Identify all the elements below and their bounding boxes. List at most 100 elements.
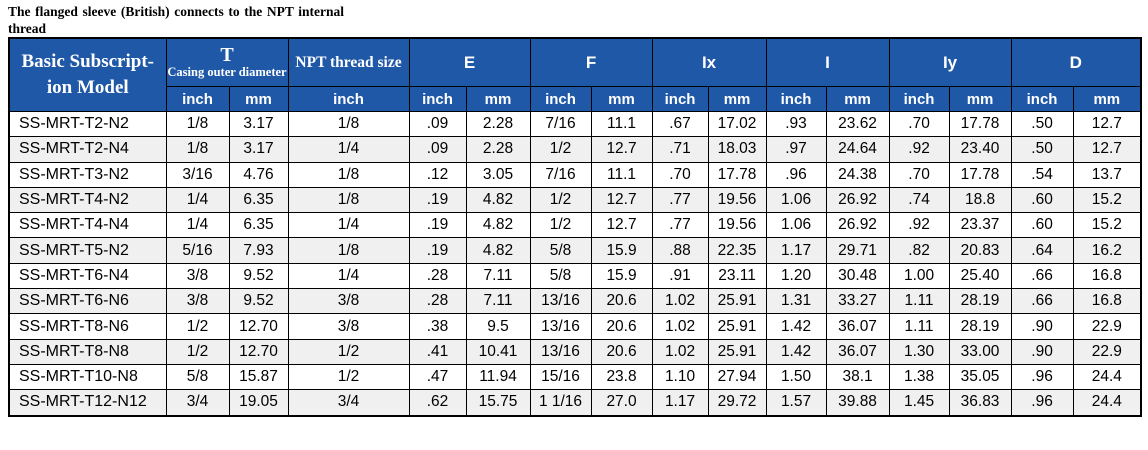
value-cell: 15.2: [1072, 212, 1142, 239]
unit-header-T-inch: inch: [165, 86, 230, 112]
header-group-row: Basic Subscript- ion Model T Casing oute…: [8, 37, 1142, 112]
model-cell: SS-MRT-T6-N4: [8, 262, 167, 290]
unit-header-E-inch: inch: [408, 86, 467, 112]
value-cell: 13/16: [529, 338, 592, 365]
value-cell: .77: [651, 212, 709, 239]
value-cell: 1/2: [529, 212, 592, 239]
value-cell: .19: [408, 212, 467, 239]
value-cell: 6.35: [228, 186, 289, 214]
value-cell: 1/2: [165, 313, 230, 340]
value-cell: 24.64: [825, 136, 890, 163]
value-cell: 1/8: [287, 161, 410, 188]
value-cell: 22.9: [1072, 338, 1142, 365]
value-cell: 5/8: [529, 262, 592, 290]
value-cell: 17.78: [948, 161, 1012, 188]
value-cell: 15.87: [228, 363, 289, 391]
value-cell: 35.05: [948, 363, 1012, 391]
value-cell: 9.52: [228, 262, 289, 290]
value-cell: .97: [765, 136, 827, 163]
unit-header-T-mm: mm: [228, 86, 289, 112]
value-cell: 1 1/16: [529, 389, 592, 417]
value-cell: 3.17: [228, 110, 289, 138]
value-cell: 5/8: [529, 237, 592, 264]
value-cell: .74: [888, 186, 950, 214]
value-cell: 24.4: [1072, 363, 1142, 391]
value-cell: 15.2: [1072, 186, 1142, 214]
value-cell: .77: [651, 186, 709, 214]
value-cell: .19: [408, 186, 467, 214]
model-header-line2: ion Model: [46, 77, 129, 98]
value-cell: 33.27: [825, 288, 890, 315]
value-cell: 22.35: [707, 237, 767, 264]
table-row: SS-MRT-T4-N4 1/4 6.35 1/4.19 4.82 1/2 12.7.77 1…: [8, 212, 1142, 239]
value-cell: 11.94: [465, 363, 531, 391]
value-cell: 3/4: [287, 389, 410, 417]
value-cell: 10.41: [465, 338, 531, 365]
value-cell: 1.38: [888, 363, 950, 391]
table-row: SS-MRT-T10-N8 5/8 15.87 1/2.47 11.94 15/16 23.…: [8, 363, 1142, 391]
group-label-T: T: [220, 44, 234, 67]
header-unit-row: inch mm inch inch mm inch mm inch mm inc…: [9, 86, 1142, 112]
model-cell: SS-MRT-T2-N4: [8, 136, 167, 163]
value-cell: 1/2: [287, 338, 410, 365]
model-header-line1: Basic Subscript-: [21, 51, 155, 73]
value-cell: 16.2: [1072, 237, 1142, 264]
unit-header-D-inch: inch: [1010, 86, 1074, 112]
value-cell: 1.42: [765, 338, 827, 365]
value-cell: .28: [408, 262, 467, 290]
value-cell: 13/16: [529, 288, 592, 315]
value-cell: 18.8: [948, 186, 1012, 214]
value-cell: 5/16: [165, 237, 230, 264]
unit-header-E-mm: mm: [465, 86, 531, 112]
value-cell: 1/2: [529, 136, 592, 163]
value-cell: 20.6: [590, 338, 653, 365]
value-cell: 4.82: [465, 212, 531, 239]
unit-header-Iy-inch: inch: [888, 86, 950, 112]
value-cell: 28.19: [948, 288, 1012, 315]
value-cell: 1/2: [529, 186, 592, 214]
table-body: SS-MRT-T2-N2 1/8 3.17 1/8.09 2.28 7/16 11.1.67…: [8, 110, 1142, 417]
value-cell: 1.11: [888, 313, 950, 340]
value-cell: .96: [1010, 363, 1074, 391]
value-cell: 23.40: [948, 136, 1012, 163]
value-cell: 1.17: [765, 237, 827, 264]
value-cell: .60: [1010, 186, 1074, 214]
value-cell: 20.6: [590, 313, 653, 340]
value-cell: 1.11: [888, 288, 950, 315]
value-cell: 1/8: [287, 186, 410, 214]
value-cell: 1/4: [287, 212, 410, 239]
value-cell: .64: [1010, 237, 1074, 264]
model-cell: SS-MRT-T2-N2: [8, 110, 167, 138]
value-cell: .19: [408, 237, 467, 264]
value-cell: .38: [408, 313, 467, 340]
value-cell: 23.37: [948, 212, 1012, 239]
value-cell: 23.11: [707, 262, 767, 290]
unit-header-npt-inch: inch: [287, 86, 410, 112]
value-cell: 19.05: [228, 389, 289, 417]
unit-header-F-inch: inch: [529, 86, 592, 112]
value-cell: 38.1: [825, 363, 890, 391]
value-cell: .60: [1010, 212, 1074, 239]
value-cell: 23.8: [590, 363, 653, 391]
value-cell: 23.62: [825, 110, 890, 138]
value-cell: 36.07: [825, 338, 890, 365]
model-cell: SS-MRT-T4-N4: [8, 212, 167, 239]
value-cell: 7/16: [529, 161, 592, 188]
value-cell: 36.83: [948, 389, 1012, 417]
table-row: SS-MRT-T4-N2 1/4 6.35 1/8.19 4.82 1/2 12.7.77 1…: [8, 186, 1142, 214]
column-group-E: E: [408, 37, 531, 87]
model-cell: SS-MRT-T10-N8: [8, 363, 167, 391]
value-cell: 17.02: [707, 110, 767, 138]
value-cell: 1.06: [765, 212, 827, 239]
value-cell: 2.28: [465, 110, 531, 138]
value-cell: .71: [651, 136, 709, 163]
model-cell: SS-MRT-T8-N6: [8, 313, 167, 340]
value-cell: 26.92: [825, 186, 890, 214]
value-cell: 1.50: [765, 363, 827, 391]
unit-header-D-mm: mm: [1072, 86, 1142, 112]
value-cell: 11.1: [590, 161, 653, 188]
value-cell: 17.78: [948, 110, 1012, 138]
value-cell: 2.28: [465, 136, 531, 163]
value-cell: 12.70: [228, 338, 289, 365]
value-cell: 9.52: [228, 288, 289, 315]
